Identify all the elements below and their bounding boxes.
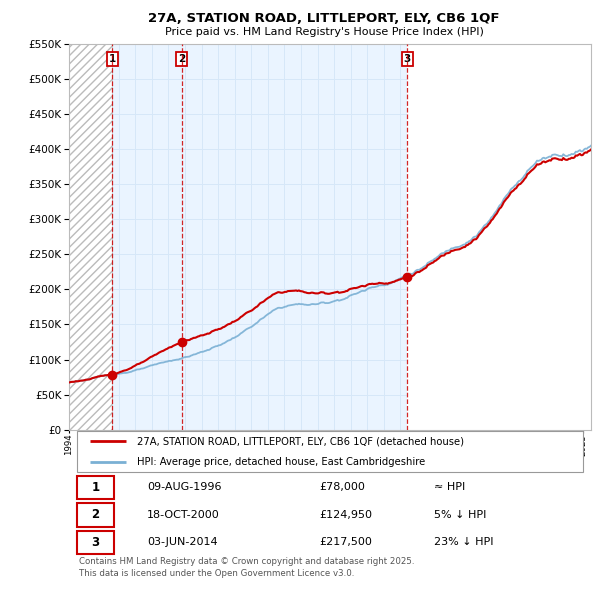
Text: 27A, STATION ROAD, LITTLEPORT, ELY, CB6 1QF (detached house): 27A, STATION ROAD, LITTLEPORT, ELY, CB6 … bbox=[137, 437, 464, 447]
Text: 2: 2 bbox=[178, 54, 185, 64]
Text: HPI: Average price, detached house, East Cambridgeshire: HPI: Average price, detached house, East… bbox=[137, 457, 425, 467]
FancyBboxPatch shape bbox=[77, 503, 115, 527]
Text: 5% ↓ HPI: 5% ↓ HPI bbox=[434, 510, 487, 520]
Bar bbox=[69, 44, 112, 430]
Bar bbox=[69, 44, 112, 430]
Text: 03-JUN-2014: 03-JUN-2014 bbox=[148, 537, 218, 548]
Text: 27A, STATION ROAD, LITTLEPORT, ELY, CB6 1QF: 27A, STATION ROAD, LITTLEPORT, ELY, CB6 … bbox=[148, 12, 500, 25]
Text: Contains HM Land Registry data © Crown copyright and database right 2025.
This d: Contains HM Land Registry data © Crown c… bbox=[79, 558, 415, 578]
Bar bbox=[112, 44, 407, 430]
Text: 3: 3 bbox=[92, 536, 100, 549]
Text: ≈ HPI: ≈ HPI bbox=[434, 483, 466, 493]
Text: 1: 1 bbox=[109, 54, 116, 64]
FancyBboxPatch shape bbox=[77, 476, 115, 499]
Bar bbox=[407, 44, 591, 430]
FancyBboxPatch shape bbox=[77, 531, 115, 554]
Text: 3: 3 bbox=[404, 54, 411, 64]
Text: £217,500: £217,500 bbox=[320, 537, 373, 548]
Text: 09-AUG-1996: 09-AUG-1996 bbox=[148, 483, 222, 493]
Text: 1: 1 bbox=[92, 481, 100, 494]
Text: £78,000: £78,000 bbox=[320, 483, 365, 493]
Text: Price paid vs. HM Land Registry's House Price Index (HPI): Price paid vs. HM Land Registry's House … bbox=[164, 27, 484, 37]
FancyBboxPatch shape bbox=[77, 431, 583, 472]
Text: 23% ↓ HPI: 23% ↓ HPI bbox=[434, 537, 494, 548]
Text: £124,950: £124,950 bbox=[320, 510, 373, 520]
Text: 18-OCT-2000: 18-OCT-2000 bbox=[148, 510, 220, 520]
Text: 2: 2 bbox=[92, 509, 100, 522]
